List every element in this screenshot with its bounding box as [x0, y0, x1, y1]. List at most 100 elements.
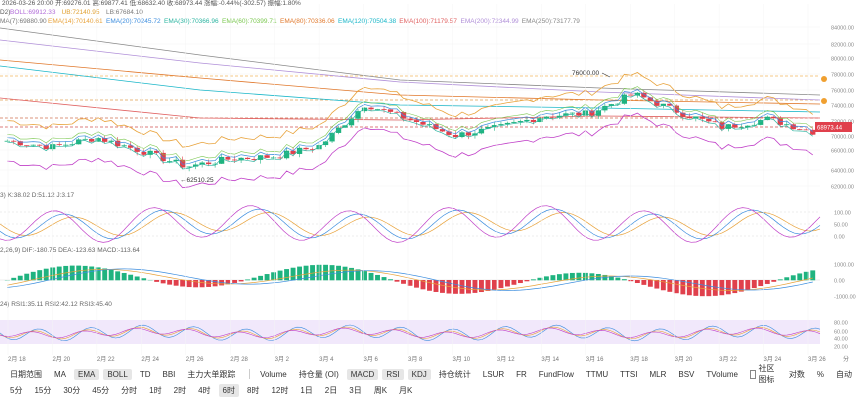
- interval-button-3[interactable]: 45分: [88, 384, 113, 397]
- indicator-button-6[interactable]: LSUR: [479, 369, 508, 380]
- macd-histogram-bar: [128, 275, 133, 281]
- candle: [122, 144, 127, 147]
- candle: [810, 129, 815, 135]
- indicator-button-2[interactable]: MACD: [347, 369, 379, 380]
- macd-histogram-bar: [641, 280, 646, 285]
- ema-line: [0, 28, 820, 95]
- macd-histogram-bar: [395, 280, 400, 282]
- alert-marker-icon[interactable]: [821, 76, 827, 82]
- interval-button-7[interactable]: 4时: [194, 384, 214, 397]
- candle-body: [89, 139, 94, 142]
- candle-body: [31, 145, 36, 146]
- overlay-button-2[interactable]: EMA: [74, 369, 99, 380]
- macd-histogram-bar: [648, 280, 653, 287]
- macd-axis-tick: -1000.00: [834, 295, 856, 301]
- indicator-button-11[interactable]: MLR: [645, 369, 670, 380]
- indicator-button-8[interactable]: FundFlow: [535, 369, 578, 380]
- candle-body: [414, 120, 419, 122]
- chart-canvas[interactable]: 2026-03-26 20:00 开:69276.01 高:69877.41 低…: [0, 0, 860, 366]
- interval-button-0[interactable]: 5分: [6, 384, 26, 397]
- date-tick: 2月 28: [230, 356, 248, 363]
- candle-body: [615, 104, 620, 105]
- interval-button-6[interactable]: 2时: [170, 384, 190, 397]
- macd-histogram-bar: [135, 276, 140, 280]
- candle-body: [466, 132, 471, 135]
- indicator-button-3[interactable]: RSI: [382, 369, 403, 380]
- candle: [466, 132, 471, 139]
- candle-body: [57, 144, 62, 145]
- macd-histogram-bar: [89, 266, 94, 280]
- indicator-button-1[interactable]: 持仓量 (OI): [295, 368, 343, 381]
- ema-line: [0, 60, 820, 104]
- last-price-value: 68973.44: [817, 126, 843, 132]
- overlay-button-0[interactable]: 日期范围: [6, 368, 46, 381]
- macd-histogram-bar: [239, 280, 244, 281]
- indicator-button-13[interactable]: TVolume: [702, 369, 742, 380]
- candle-body: [784, 124, 789, 125]
- interval-button-2[interactable]: 30分: [59, 384, 84, 397]
- candle: [70, 142, 75, 146]
- candle-body: [11, 141, 16, 142]
- macd-histogram-bar: [141, 278, 146, 280]
- macd-histogram-bar: [498, 280, 503, 288]
- interval-button-14[interactable]: 周K: [370, 384, 391, 397]
- marker-line: [602, 73, 610, 77]
- interval-button-4[interactable]: 分时: [117, 384, 141, 397]
- price-axis-tick: 76000.00: [831, 89, 854, 95]
- date-tick: 3月 20: [675, 356, 693, 363]
- candle: [109, 139, 114, 144]
- kdj-axis-tick: 50.00: [834, 223, 848, 229]
- interval-button-10[interactable]: 12时: [267, 384, 292, 397]
- overlay-button-6[interactable]: 主力大单跟踪: [183, 368, 239, 381]
- interval-button-11[interactable]: 1日: [296, 384, 316, 397]
- interval-button-13[interactable]: 3日: [345, 384, 365, 397]
- interval-button-15[interactable]: 月K: [395, 384, 416, 397]
- rsi-band: [0, 320, 820, 344]
- candle: [245, 157, 250, 160]
- overlay-button-3[interactable]: BOLL: [103, 369, 131, 380]
- indicator-toolbar: 日期范围 MA EMA BOLL TD BBI 主力大单跟踪 Volume 持仓量 (OI) M…: [0, 366, 860, 382]
- scale-option-2[interactable]: 自动: [832, 368, 856, 381]
- overlay-button-1[interactable]: MA: [50, 369, 70, 380]
- candle-body: [394, 112, 399, 113]
- price-axis-tick: 62000.00: [831, 185, 854, 191]
- interval-button-8[interactable]: 6时: [219, 384, 239, 397]
- alert-marker-icon[interactable]: [821, 98, 827, 104]
- candle-body: [264, 155, 269, 158]
- indicator-button-4[interactable]: KDJ: [408, 369, 431, 380]
- kdj-axis-tick: 100.00: [834, 211, 851, 217]
- macd-histogram-bar: [11, 278, 16, 280]
- date-tick: 3月 26: [808, 356, 826, 363]
- macd-histogram-bar: [460, 280, 465, 294]
- indicator-button-5[interactable]: 持仓统计: [435, 368, 475, 381]
- scale-option-1[interactable]: %: [813, 369, 828, 380]
- indicator-button-9[interactable]: TTMU: [582, 369, 612, 380]
- interval-button-5[interactable]: 1时: [145, 384, 165, 397]
- date-tick: 2月 18: [8, 356, 26, 363]
- macd-histogram-bar: [473, 280, 478, 293]
- indicator-button-0[interactable]: Volume: [256, 369, 291, 380]
- indicator-button-7[interactable]: FR: [512, 369, 531, 380]
- interval-button-9[interactable]: 8时: [243, 384, 263, 397]
- macd-histogram-bar: [245, 279, 250, 280]
- macd-histogram-bar: [797, 273, 802, 280]
- checkbox-icon[interactable]: [750, 370, 756, 379]
- boll-value: BOLL:69912.33: [10, 9, 56, 16]
- interval-button-12[interactable]: 2日: [321, 384, 341, 397]
- overlay-button-5[interactable]: BBI: [158, 369, 179, 380]
- indicator-button-12[interactable]: BSV: [674, 369, 698, 380]
- candle-body: [5, 141, 10, 142]
- scale-option-0[interactable]: 对数: [785, 368, 809, 381]
- candle-body: [271, 158, 276, 159]
- candle-body: [83, 139, 88, 140]
- overlay-button-4[interactable]: TD: [136, 369, 155, 380]
- ohlc-readout: 2026-03-26 20:00 开:69276.01 高:69877.41 低…: [2, 0, 301, 7]
- rsi-axis-tick: 80.00: [834, 321, 848, 327]
- macd-histogram-bar: [784, 277, 789, 280]
- rsi-legend: 24) RSI1:35.11 RSI2:42.12 RSI3:45.40: [0, 301, 112, 308]
- interval-button-1[interactable]: 15分: [30, 384, 55, 397]
- candle-body: [511, 122, 516, 123]
- indicator-button-10[interactable]: TTSI: [616, 369, 641, 380]
- ema-legend-item: EMA(20):70245.72: [106, 18, 161, 25]
